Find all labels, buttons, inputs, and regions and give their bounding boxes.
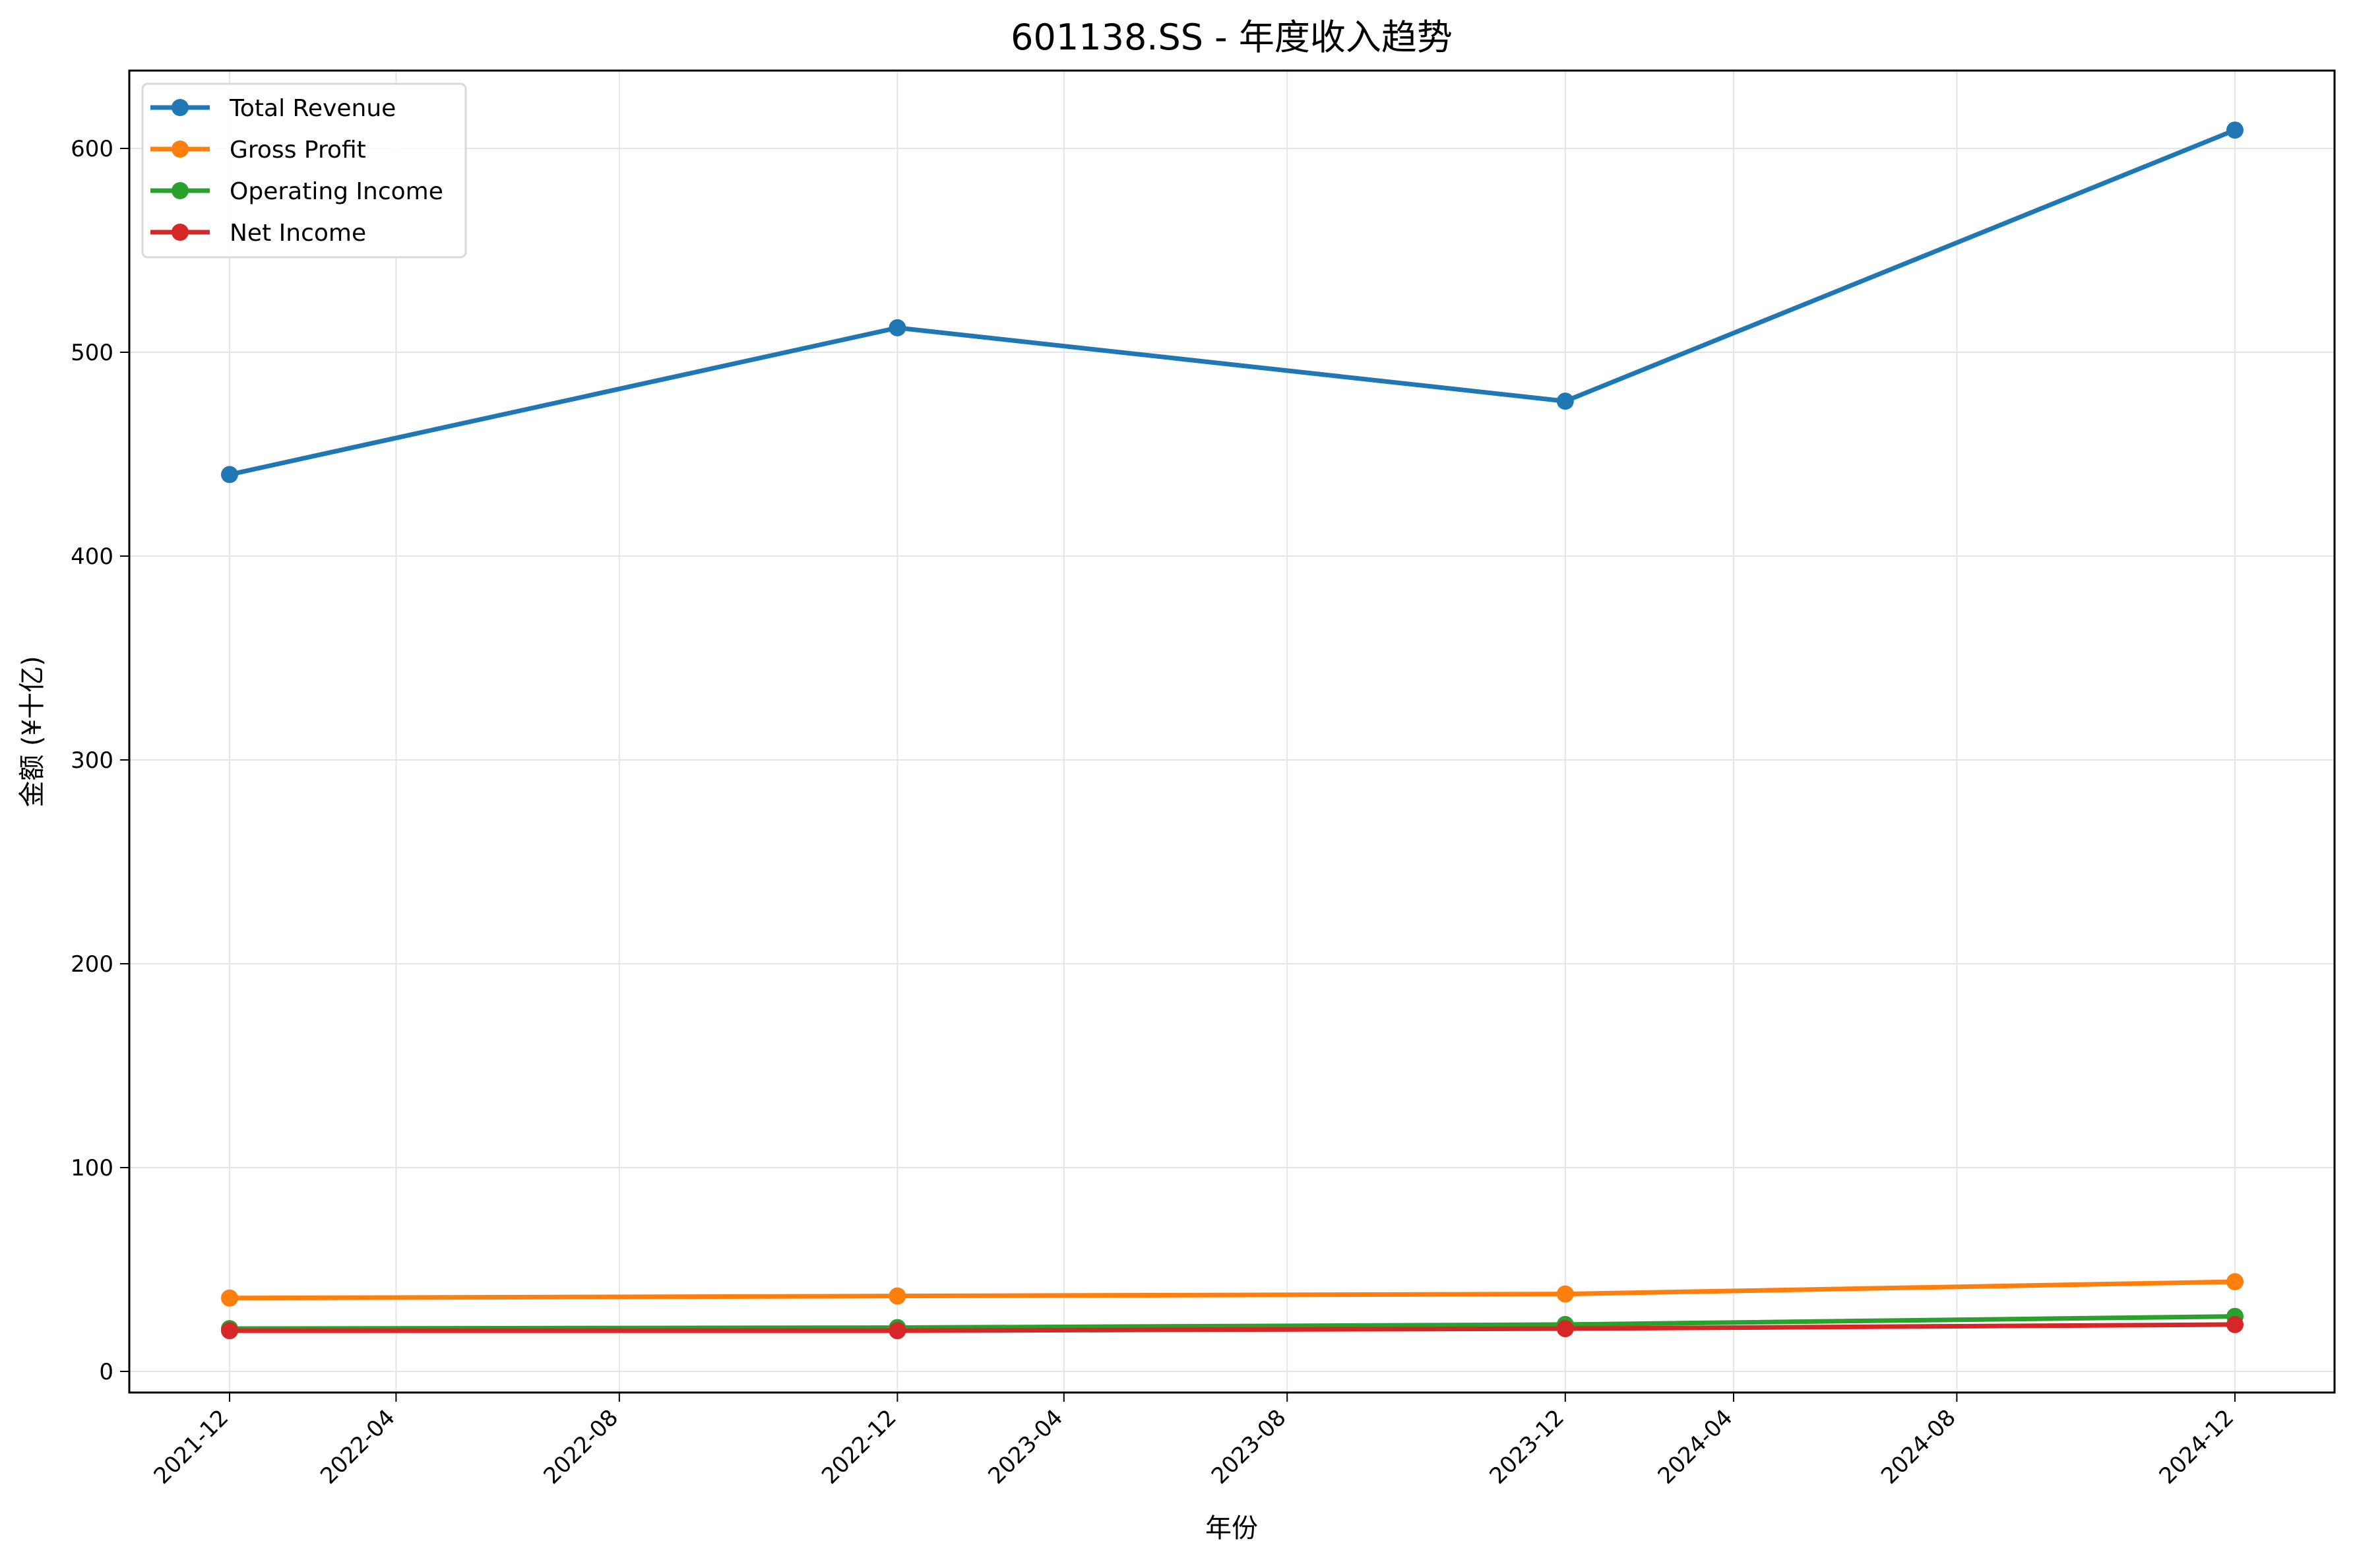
y-tick-label: 200 xyxy=(71,951,113,978)
data-point xyxy=(221,466,238,484)
data-point xyxy=(2226,121,2244,139)
x-axis: 2021-12 2022-04 2022-08 2022-12 2023-04 2023-… xyxy=(149,1393,2240,1490)
series-line xyxy=(229,1279,2236,1301)
series-line xyxy=(229,127,2236,477)
series-group xyxy=(221,121,2244,1340)
data-point xyxy=(1556,1285,1574,1303)
x-tick-label: 2024-08 xyxy=(1876,1404,1961,1490)
x-tick-label: 2021-12 xyxy=(149,1404,234,1490)
x-tick-label: 2023-04 xyxy=(983,1404,1068,1490)
y-axis: 0 100 200 300 400 500 600 xyxy=(71,136,129,1385)
data-point xyxy=(2226,1273,2244,1291)
legend-marker xyxy=(172,99,189,116)
y-tick-label: 500 xyxy=(71,340,113,366)
y-tick-label: 300 xyxy=(71,747,113,774)
y-tick-label: 100 xyxy=(71,1155,113,1181)
chart-title: 601138.SS - 年度收入趋势 xyxy=(1011,16,1453,58)
data-point xyxy=(1556,392,1574,410)
legend-marker xyxy=(172,224,189,241)
data-point xyxy=(889,1322,906,1340)
x-tick-label: 2023-12 xyxy=(1484,1404,1569,1490)
plot-frame xyxy=(128,69,2336,1394)
y-tick-label: 400 xyxy=(71,544,113,570)
data-point xyxy=(221,1322,238,1340)
legend-label: Net Income xyxy=(230,220,366,247)
series-line xyxy=(229,1314,2236,1331)
y-axis-label: 金额 (¥十亿) xyxy=(17,656,47,807)
x-tick-label: 2024-04 xyxy=(1653,1404,1738,1490)
x-tick-label: 2023-08 xyxy=(1207,1404,1292,1490)
legend-label: Gross Profit xyxy=(230,137,366,164)
data-point xyxy=(2226,1315,2244,1333)
y-tick-label: 0 xyxy=(99,1359,113,1385)
x-axis-label: 年份 xyxy=(1205,1513,1258,1544)
data-point xyxy=(889,1287,906,1305)
x-tick-label: 2022-04 xyxy=(315,1404,400,1490)
data-point xyxy=(1556,1320,1574,1338)
data-point xyxy=(221,1289,238,1307)
legend-label: Total Revenue xyxy=(229,95,396,122)
data-point xyxy=(889,319,906,336)
y-tick-label: 600 xyxy=(71,136,113,162)
legend-marker xyxy=(172,182,189,199)
legend-label: Operating Income xyxy=(230,178,443,205)
grid xyxy=(129,71,2335,1393)
legend-box xyxy=(141,82,467,259)
x-tick-label: 2022-12 xyxy=(817,1404,902,1490)
series-line xyxy=(230,1322,2236,1333)
legend-marker xyxy=(172,141,189,158)
x-tick-label: 2024-12 xyxy=(2154,1404,2240,1490)
x-tick-label: 2022-08 xyxy=(538,1404,623,1490)
legend: Total Revenue Gross Profit Operating Incom… xyxy=(141,82,467,259)
